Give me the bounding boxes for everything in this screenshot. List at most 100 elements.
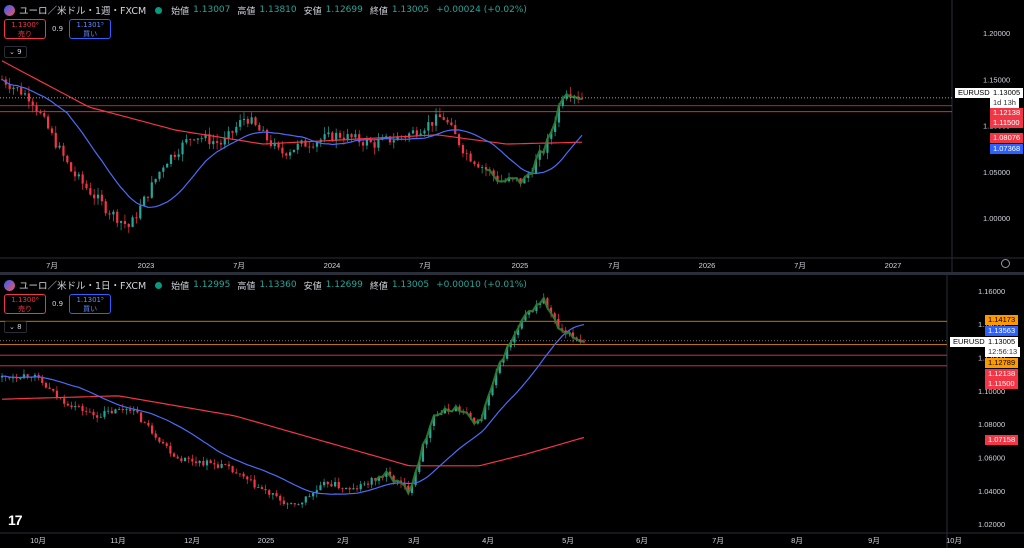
candle-body [513,335,516,343]
candle-body [487,395,490,406]
candle-body [404,136,407,138]
candle-body [136,409,139,413]
candle-body [23,93,27,95]
candle-body [257,487,260,488]
candle-body [454,406,457,412]
candle-body [74,406,77,408]
daily-chart-canvas[interactable]: 1.160001.140001.120001.100001.080001.060… [0,275,1024,548]
candle-body [70,405,73,408]
moving-average-blue-line [1,78,583,208]
candle-body [154,433,157,438]
candle-body [524,314,527,321]
indicator-toggle[interactable]: ⌄ 9 [4,46,27,58]
candle-body [223,138,226,145]
candle-body [44,382,48,388]
candle-body [370,477,373,485]
weekly-chart-pane[interactable]: 1.200001.150001.100001.050001.000007月202… [0,0,1024,273]
candle-body [520,320,523,329]
buy-button[interactable]: 1.1301⁵ 買い [69,294,112,314]
candle-body [231,466,234,473]
candle-body [104,201,107,214]
candle-body [350,134,353,138]
candle-body [143,196,146,206]
candle-body [62,145,65,156]
candle-body [323,481,326,486]
candle-body [93,194,96,199]
candle-body [242,473,245,477]
candle-body [273,142,276,147]
candle-body [355,488,359,490]
time-tick-label: 2025 [258,536,275,545]
candle-body [297,504,300,506]
candle-body [231,131,234,133]
buy-button[interactable]: 1.1301⁵ 買い [69,19,112,39]
indicator-toggle[interactable]: ⌄ 8 [4,321,27,333]
time-tick-label: 2026 [699,261,716,270]
candle-body [484,405,487,420]
candle-body [352,488,355,490]
candle-body [333,482,337,487]
spread-value: 0.9 [52,25,64,33]
candle-body [31,101,34,106]
candle-body [502,358,505,363]
weekly-chart-canvas[interactable]: 1.200001.150001.100001.050001.000007月202… [0,0,1024,273]
candle-body [239,120,242,127]
candle-body [0,375,4,378]
candle-body [154,178,157,183]
price-tick-label: 1.05000 [983,168,1010,177]
candle-body [341,488,344,490]
moving-average-blue-line [1,324,585,495]
candle-body [139,205,142,219]
candle-body [27,93,30,102]
candle-body [523,177,526,184]
ohlc-close-value: 1.13005 [391,5,430,15]
price-tick-label: 1.02000 [978,520,1005,529]
candle-body [204,134,207,139]
candle-body [358,134,361,143]
candle-body [477,163,480,168]
daily-chart-pane[interactable]: 1.160001.140001.120001.100001.080001.060… [0,275,1024,548]
candle-body [58,145,61,148]
sell-label: 売り [18,305,32,313]
candle-body [39,111,42,114]
candle-body [403,482,406,486]
candle-body [469,153,472,162]
tradingview-logo[interactable]: 17 [8,512,23,528]
settings-icon[interactable] [1001,259,1010,268]
symbol-logo-icon [4,279,15,291]
candle-body [344,487,348,489]
candle-body [564,330,567,334]
candle-body [554,122,557,133]
candle-body [264,488,267,491]
indicator-count: 8 [17,323,22,331]
pane-separator[interactable] [0,272,1024,275]
candle-body [219,142,223,145]
daily-symbol-title[interactable]: ユーロ／米ドル・1日・FXCM [19,281,147,292]
ohlc-close-value: 1.13005 [391,280,430,290]
candle-body [338,132,342,138]
ohlc-change-value: +0.00010 (+0.01%) [436,280,527,290]
candle-body [192,139,196,141]
candle-body [161,441,165,444]
sell-button[interactable]: 1.1300⁶ 売り [4,19,46,39]
candle-body [132,409,135,411]
candle-body [52,388,55,391]
weekly-symbol-title[interactable]: ユーロ／米ドル・1週・FXCM [19,6,147,17]
candle-body [123,221,127,225]
candle-body [484,167,488,170]
time-tick-label: 7月 [46,261,58,270]
candle-body [330,484,333,487]
candle-body [118,409,121,410]
candle-body [202,460,205,466]
candle-body [275,493,278,497]
candle-body [235,472,238,474]
candle-body [457,134,461,146]
sell-button[interactable]: 1.1300⁶ 売り [4,294,46,314]
moving-average-red-line [1,395,585,467]
ohlc-open-value: 1.13007 [193,5,231,15]
candle-body [434,114,438,126]
candle-body [191,458,194,462]
candle-body [70,162,73,172]
price-label-symbol: EURUSD [955,88,993,98]
buy-price: 1.1301⁵ [76,296,104,304]
